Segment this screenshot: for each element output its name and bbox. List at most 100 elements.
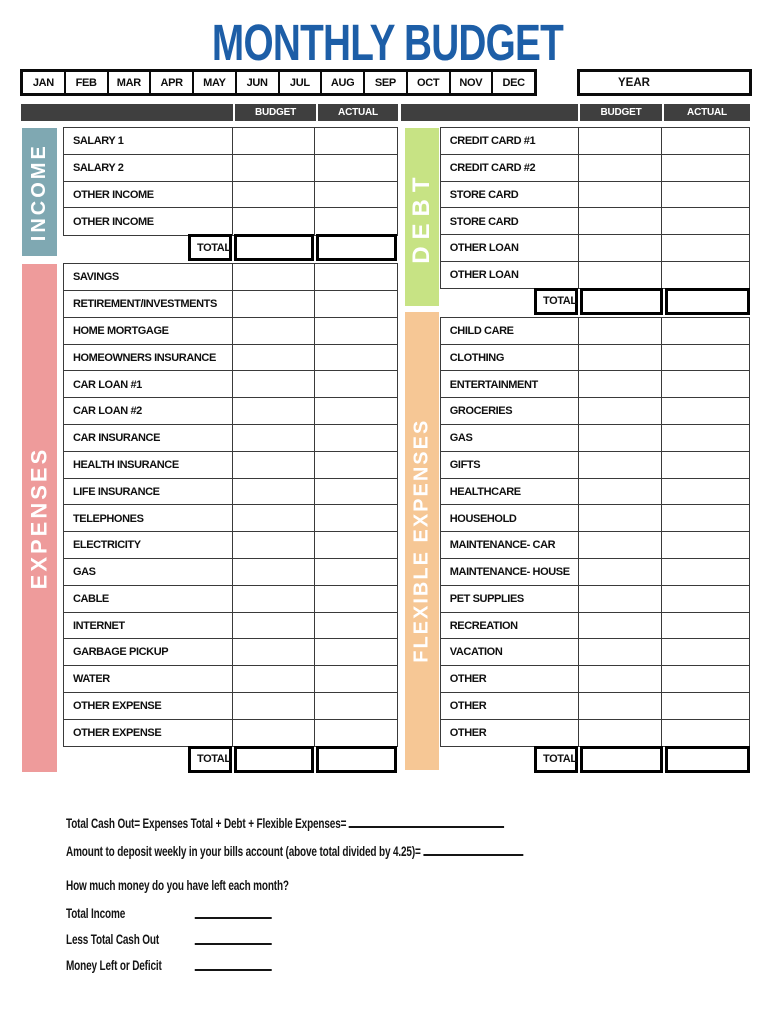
year-field[interactable]: YEAR <box>577 69 752 96</box>
budget-cell[interactable] <box>232 370 316 399</box>
budget-cell[interactable] <box>232 316 316 346</box>
actual-cell[interactable] <box>661 316 750 346</box>
summary-fill-in-line[interactable] <box>194 907 272 919</box>
expenses-total-budget-cell[interactable] <box>234 745 314 773</box>
budget-cell[interactable] <box>232 531 316 560</box>
actual-cell[interactable] <box>314 531 398 560</box>
budget-cell[interactable] <box>232 665 316 694</box>
budget-cell[interactable] <box>232 127 316 156</box>
actual-cell[interactable] <box>314 665 398 694</box>
actual-cell[interactable] <box>314 423 398 453</box>
actual-cell[interactable] <box>661 611 750 640</box>
actual-cell[interactable] <box>314 638 398 667</box>
budget-cell[interactable] <box>577 397 663 426</box>
budget-cell[interactable] <box>232 557 316 587</box>
budget-cell[interactable] <box>577 127 663 156</box>
budget-cell[interactable] <box>577 423 663 453</box>
budget-cell[interactable] <box>232 691 316 721</box>
budget-cell[interactable] <box>577 504 663 533</box>
flexible-total-budget-cell[interactable] <box>580 745 663 773</box>
budget-cell[interactable] <box>232 718 316 748</box>
budget-cell[interactable] <box>232 180 316 209</box>
month-tab[interactable]: JAN <box>32 76 54 89</box>
actual-cell[interactable] <box>314 611 398 640</box>
actual-cell[interactable] <box>314 153 398 183</box>
income-total-budget-cell[interactable] <box>234 234 314 262</box>
actual-cell[interactable] <box>661 718 750 748</box>
budget-cell[interactable] <box>232 504 316 533</box>
actual-cell[interactable] <box>314 180 398 209</box>
budget-cell[interactable] <box>232 153 316 183</box>
month-tab[interactable]: FEB <box>63 72 107 93</box>
actual-cell[interactable] <box>661 691 750 721</box>
month-tab[interactable]: MAY <box>192 72 235 93</box>
budget-cell[interactable] <box>232 450 316 480</box>
actual-cell[interactable] <box>314 263 398 292</box>
budget-cell[interactable] <box>232 611 316 640</box>
budget-cell[interactable] <box>232 207 316 236</box>
budget-cell[interactable] <box>232 584 316 614</box>
month-tab[interactable]: JUL <box>277 72 321 93</box>
actual-cell[interactable] <box>661 370 750 399</box>
actual-cell[interactable] <box>661 531 750 560</box>
month-tab[interactable]: SEP <box>363 72 406 93</box>
actual-cell[interactable] <box>661 477 750 506</box>
flexible-total-actual-cell[interactable] <box>665 745 750 773</box>
month-tab[interactable]: OCT <box>405 72 449 93</box>
budget-cell[interactable] <box>232 263 316 292</box>
actual-cell[interactable] <box>314 289 398 319</box>
actual-cell[interactable] <box>661 234 750 263</box>
budget-cell[interactable] <box>232 423 316 453</box>
budget-cell[interactable] <box>577 691 663 721</box>
budget-cell[interactable] <box>577 611 663 640</box>
month-tab[interactable]: DEC <box>491 72 534 93</box>
actual-cell[interactable] <box>314 450 398 480</box>
actual-cell[interactable] <box>661 343 750 372</box>
month-tab[interactable]: MAR <box>106 72 150 93</box>
budget-cell[interactable] <box>232 477 316 506</box>
actual-cell[interactable] <box>314 207 398 236</box>
summary-fill-in-line[interactable] <box>194 959 272 971</box>
actual-cell[interactable] <box>314 370 398 399</box>
actual-cell[interactable] <box>314 584 398 614</box>
budget-cell[interactable] <box>577 234 663 263</box>
actual-cell[interactable] <box>661 638 750 667</box>
total-cash-out-fill-in-line[interactable] <box>348 817 505 828</box>
actual-cell[interactable] <box>314 477 398 506</box>
budget-cell[interactable] <box>577 153 663 183</box>
actual-cell[interactable] <box>661 153 750 183</box>
budget-cell[interactable] <box>232 289 316 319</box>
actual-cell[interactable] <box>314 718 398 748</box>
budget-cell[interactable] <box>577 718 663 748</box>
summary-fill-in-line[interactable] <box>194 933 272 945</box>
actual-cell[interactable] <box>661 423 750 453</box>
month-tab[interactable]: AUG <box>320 72 363 93</box>
budget-cell[interactable] <box>577 638 663 667</box>
actual-cell[interactable] <box>314 343 398 372</box>
income-total-actual-cell[interactable] <box>316 234 397 262</box>
actual-cell[interactable] <box>314 557 398 587</box>
actual-cell[interactable] <box>661 665 750 694</box>
budget-cell[interactable] <box>577 477 663 506</box>
budget-cell[interactable] <box>577 557 663 587</box>
debt-total-budget-cell[interactable] <box>580 287 663 315</box>
month-tab[interactable]: JUN <box>234 72 278 93</box>
debt-total-actual-cell[interactable] <box>665 287 750 315</box>
budget-cell[interactable] <box>232 343 316 372</box>
actual-cell[interactable] <box>661 397 750 426</box>
month-tab[interactable]: NOV <box>448 72 492 93</box>
actual-cell[interactable] <box>314 316 398 346</box>
actual-cell[interactable] <box>661 450 750 480</box>
actual-cell[interactable] <box>661 504 750 533</box>
month-tab[interactable]: APR <box>149 72 192 93</box>
actual-cell[interactable] <box>314 127 398 156</box>
budget-cell[interactable] <box>577 584 663 614</box>
budget-cell[interactable] <box>232 397 316 426</box>
actual-cell[interactable] <box>314 504 398 533</box>
weekly-deposit-fill-in-line[interactable] <box>423 845 524 856</box>
expenses-total-actual-cell[interactable] <box>316 745 397 773</box>
budget-cell[interactable] <box>577 665 663 694</box>
budget-cell[interactable] <box>577 450 663 480</box>
actual-cell[interactable] <box>661 260 750 290</box>
actual-cell[interactable] <box>661 180 750 209</box>
